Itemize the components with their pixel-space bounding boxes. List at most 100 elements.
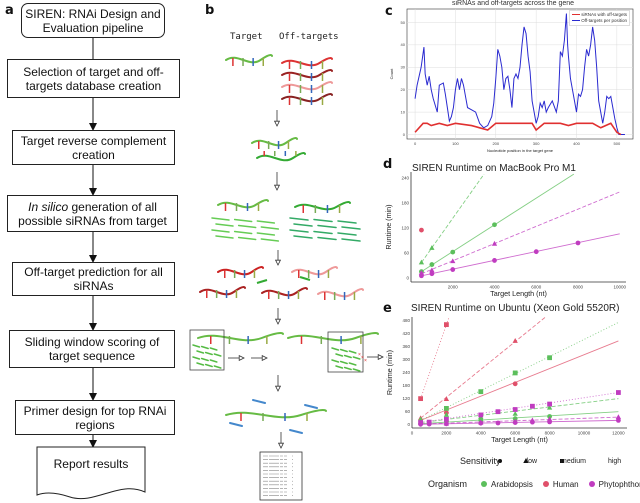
- rna-strand: [256, 152, 306, 162]
- sirna-fragment: [204, 363, 213, 368]
- rnai-schematic: × × ×: [189, 54, 383, 501]
- y-tick-label: 0: [403, 132, 406, 137]
- selected-sirna: [289, 429, 303, 434]
- y-tick-label: 180: [402, 383, 410, 388]
- y-tick-label: 50: [401, 20, 406, 25]
- data-point-circle: [419, 227, 424, 233]
- sirna-fragment: [256, 279, 268, 284]
- rna-strand: [197, 332, 284, 342]
- arabidopsis-swatch-icon: [481, 481, 488, 487]
- data-point-circle: [530, 419, 535, 425]
- trend-line: [421, 173, 575, 273]
- sirna-fragment: [215, 223, 234, 227]
- sirna-fragment: [293, 223, 313, 227]
- chart-runtime-ubuntu: 0 2000 4000 6000 8000 10000 12000 0 60 120 180 240 3…: [385, 317, 627, 444]
- sirna-fragment: [317, 224, 337, 229]
- sirna-fragment: [317, 236, 337, 241]
- y-axis-label: Runtime (min): [385, 350, 394, 395]
- data-point-triangle: [450, 258, 456, 264]
- sirna-fragment: [211, 229, 230, 233]
- selected-sirna: [229, 422, 243, 427]
- x-tick-label: 200: [492, 141, 499, 146]
- data-point-square: [512, 407, 518, 412]
- plot-frame: [406, 8, 634, 140]
- x-tick-label: 12000: [612, 431, 625, 436]
- sirna-fragment: [352, 356, 361, 360]
- legend-item-offtargets: Off-targets per position: [572, 18, 627, 24]
- x-axis-label: Target Length (nt): [491, 435, 548, 444]
- sirna-fragment: [196, 362, 205, 366]
- y-axis-label: Runtime (min): [384, 204, 393, 249]
- trend-line: [420, 411, 619, 425]
- sirna-fragment: [339, 360, 348, 365]
- y-tick-label: 180: [401, 201, 409, 206]
- trend-line: [420, 419, 619, 425]
- data-point-circle: [498, 459, 502, 463]
- offtargets-label: Off-targets: [279, 32, 339, 42]
- sirna-fragment: [196, 350, 205, 354]
- data-point-square: [444, 416, 449, 422]
- organism-legend: Organism Arabidopsis Human Phytophthora: [428, 479, 640, 489]
- data-point-square: [495, 409, 501, 415]
- rna-strand: [251, 137, 298, 147]
- x-tick-label: 0: [414, 141, 417, 146]
- sirna-fragment: [289, 217, 309, 221]
- x-axis-label: Nucleotide position in the target gene: [487, 148, 554, 153]
- sirna-fragment: [260, 238, 280, 242]
- y-tick-label: 120: [402, 396, 410, 401]
- panel-label-c: c: [385, 4, 393, 19]
- data-point-circle: [450, 267, 456, 272]
- trend-line: [420, 398, 619, 424]
- sirna-fragment: [348, 350, 357, 354]
- rna-strand: [281, 57, 333, 67]
- sirna-fragment: [260, 226, 280, 230]
- data-point-square: [616, 390, 621, 395]
- x-tick-label: 8000: [545, 431, 556, 436]
- data-point-triangle: [418, 259, 425, 265]
- legend-phytophthora: Phytophthora: [598, 479, 640, 489]
- chart-d-title: SIREN Runtime on MacBook Pro M1: [412, 163, 576, 174]
- data-point-square: [547, 401, 552, 407]
- trend-line: [420, 317, 547, 419]
- flow-step-report: Report results: [53, 457, 129, 471]
- data-point-circle: [450, 249, 456, 255]
- data-point-circle: [616, 417, 621, 423]
- sirna-fragment: [256, 220, 276, 224]
- phytophthora-swatch-icon: [588, 481, 595, 487]
- report-document-shape: [36, 446, 146, 499]
- rna-strand: [287, 332, 379, 342]
- sirna-fragment: [331, 359, 340, 363]
- rna-strand: [281, 69, 333, 79]
- sirna-fragment: [211, 217, 230, 221]
- rna-strand: [225, 409, 327, 419]
- sensitivity-legend-title: Sensitivity: [460, 456, 501, 466]
- data-point-triangle: [523, 458, 529, 463]
- sirna-fragment: [213, 365, 222, 369]
- data-point-circle: [429, 262, 435, 267]
- rna-strand: [291, 266, 338, 276]
- x-tick-label: 2000: [448, 285, 459, 290]
- data-point-square: [478, 389, 484, 395]
- sirna-fragment: [237, 224, 257, 229]
- legend-human: Human: [552, 479, 579, 489]
- results-table-icon: [259, 451, 303, 501]
- data-point-circle: [429, 271, 435, 277]
- data-point-triangle: [429, 267, 435, 273]
- sirna-fragment: [209, 359, 218, 363]
- sirna-fragment: [352, 368, 361, 372]
- sensitivity-legend: Sensitivity low medium high: [460, 456, 621, 466]
- rna-strand: [217, 266, 264, 276]
- data-point-triangle: [512, 410, 518, 416]
- data-point-triangle: [546, 404, 553, 410]
- selected-sirna: [252, 399, 266, 404]
- flow-step-sirna-generation: In silico generation of all possible siR…: [7, 195, 178, 232]
- sirna-fragment: [313, 230, 333, 235]
- sirna-fragment: [192, 344, 201, 348]
- legend-item-sirnas: siRNAs with off-targets: [572, 12, 627, 18]
- y-tick-label: 240: [402, 370, 410, 375]
- chart-c-legend: siRNAs with off-targets Off-targets per …: [569, 10, 630, 26]
- data-point-square: [444, 406, 449, 411]
- chart-offtargets-across-gene: 0 100 200 300 400 500 0 10 20 30 40 50 Nucleotide po…: [389, 8, 634, 153]
- data-point-circle: [426, 421, 432, 427]
- sirna-fragment: [215, 235, 234, 239]
